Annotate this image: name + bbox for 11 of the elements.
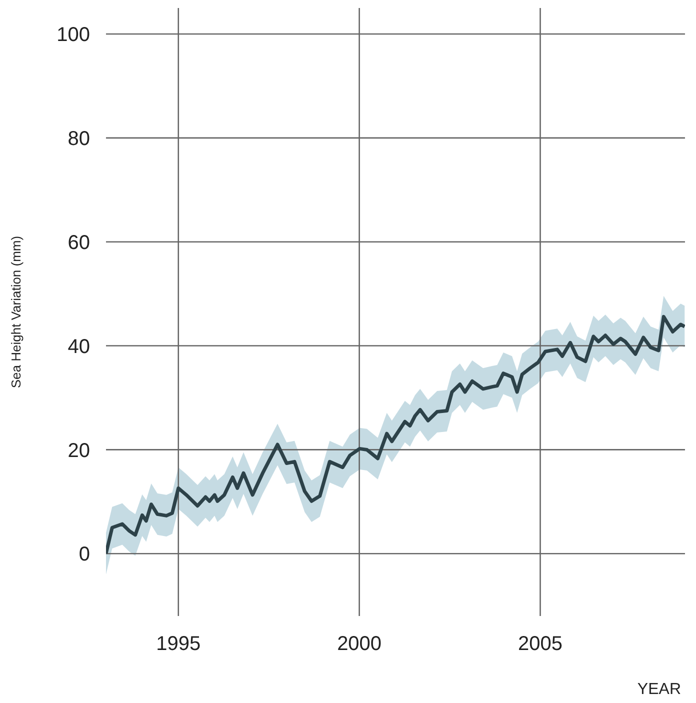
x-tick-label: 2000 — [337, 633, 382, 656]
y-tick-label: 100 — [56, 24, 90, 46]
y-tick-label: 20 — [68, 440, 90, 462]
y-tick-label: 80 — [68, 128, 90, 150]
x-tick-label: 2005 — [518, 633, 562, 656]
x-axis-title: YEAR — [637, 681, 681, 698]
y-tick-label: 60 — [68, 232, 90, 254]
x-tick-label: 1995 — [156, 633, 201, 656]
y-tick-label: 0 — [78, 544, 90, 566]
y-axis-title: Sea Height Variation (mm) — [8, 236, 24, 388]
y-tick-label: 40 — [68, 336, 90, 358]
